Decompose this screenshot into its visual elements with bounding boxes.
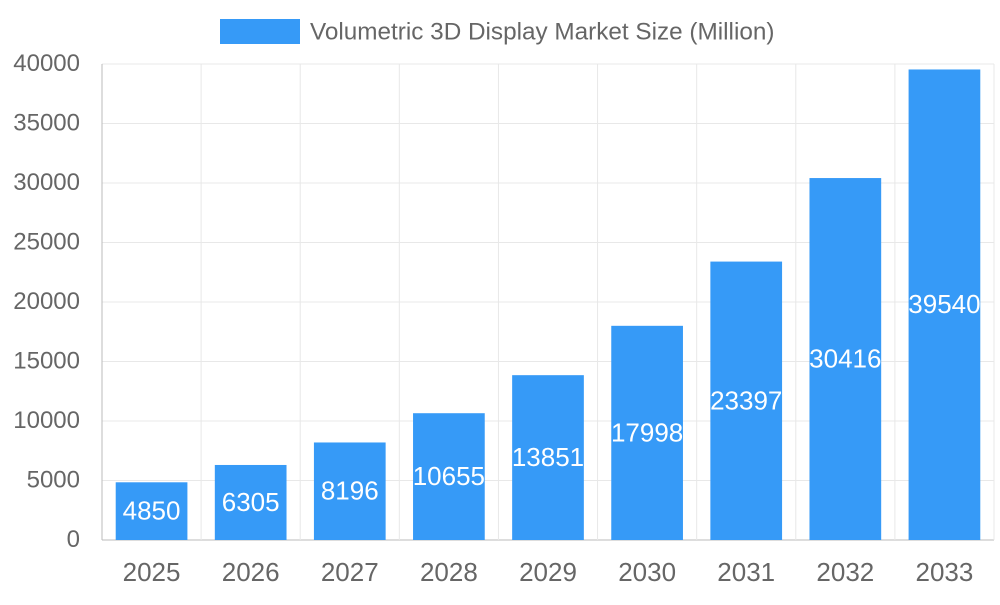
svg-text:30000: 30000 — [13, 169, 80, 196]
svg-text:2026: 2026 — [222, 557, 280, 587]
svg-text:23397: 23397 — [710, 385, 782, 415]
svg-text:2033: 2033 — [916, 557, 974, 587]
svg-text:2028: 2028 — [420, 557, 478, 587]
svg-text:13851: 13851 — [512, 442, 584, 472]
svg-text:15000: 15000 — [13, 348, 80, 375]
svg-text:2029: 2029 — [519, 557, 577, 587]
svg-text:30416: 30416 — [809, 344, 881, 374]
svg-text:10000: 10000 — [13, 407, 80, 434]
svg-text:2025: 2025 — [123, 557, 181, 587]
svg-text:17998: 17998 — [611, 417, 683, 447]
svg-text:2031: 2031 — [717, 557, 775, 587]
svg-text:35000: 35000 — [13, 110, 80, 137]
svg-text:2030: 2030 — [618, 557, 676, 587]
svg-text:39540: 39540 — [908, 289, 980, 319]
svg-text:2027: 2027 — [321, 557, 379, 587]
svg-text:5000: 5000 — [27, 467, 80, 494]
svg-text:Volumetric 3D Display Market S: Volumetric 3D Display Market Size (Milli… — [310, 19, 774, 46]
svg-text:25000: 25000 — [13, 229, 80, 256]
svg-text:4850: 4850 — [123, 496, 181, 526]
svg-text:10655: 10655 — [413, 461, 485, 491]
svg-text:20000: 20000 — [13, 288, 80, 315]
svg-text:6305: 6305 — [222, 487, 280, 517]
svg-text:8196: 8196 — [321, 476, 379, 506]
svg-text:40000: 40000 — [13, 50, 80, 77]
svg-text:2032: 2032 — [816, 557, 874, 587]
svg-text:0: 0 — [67, 526, 80, 553]
